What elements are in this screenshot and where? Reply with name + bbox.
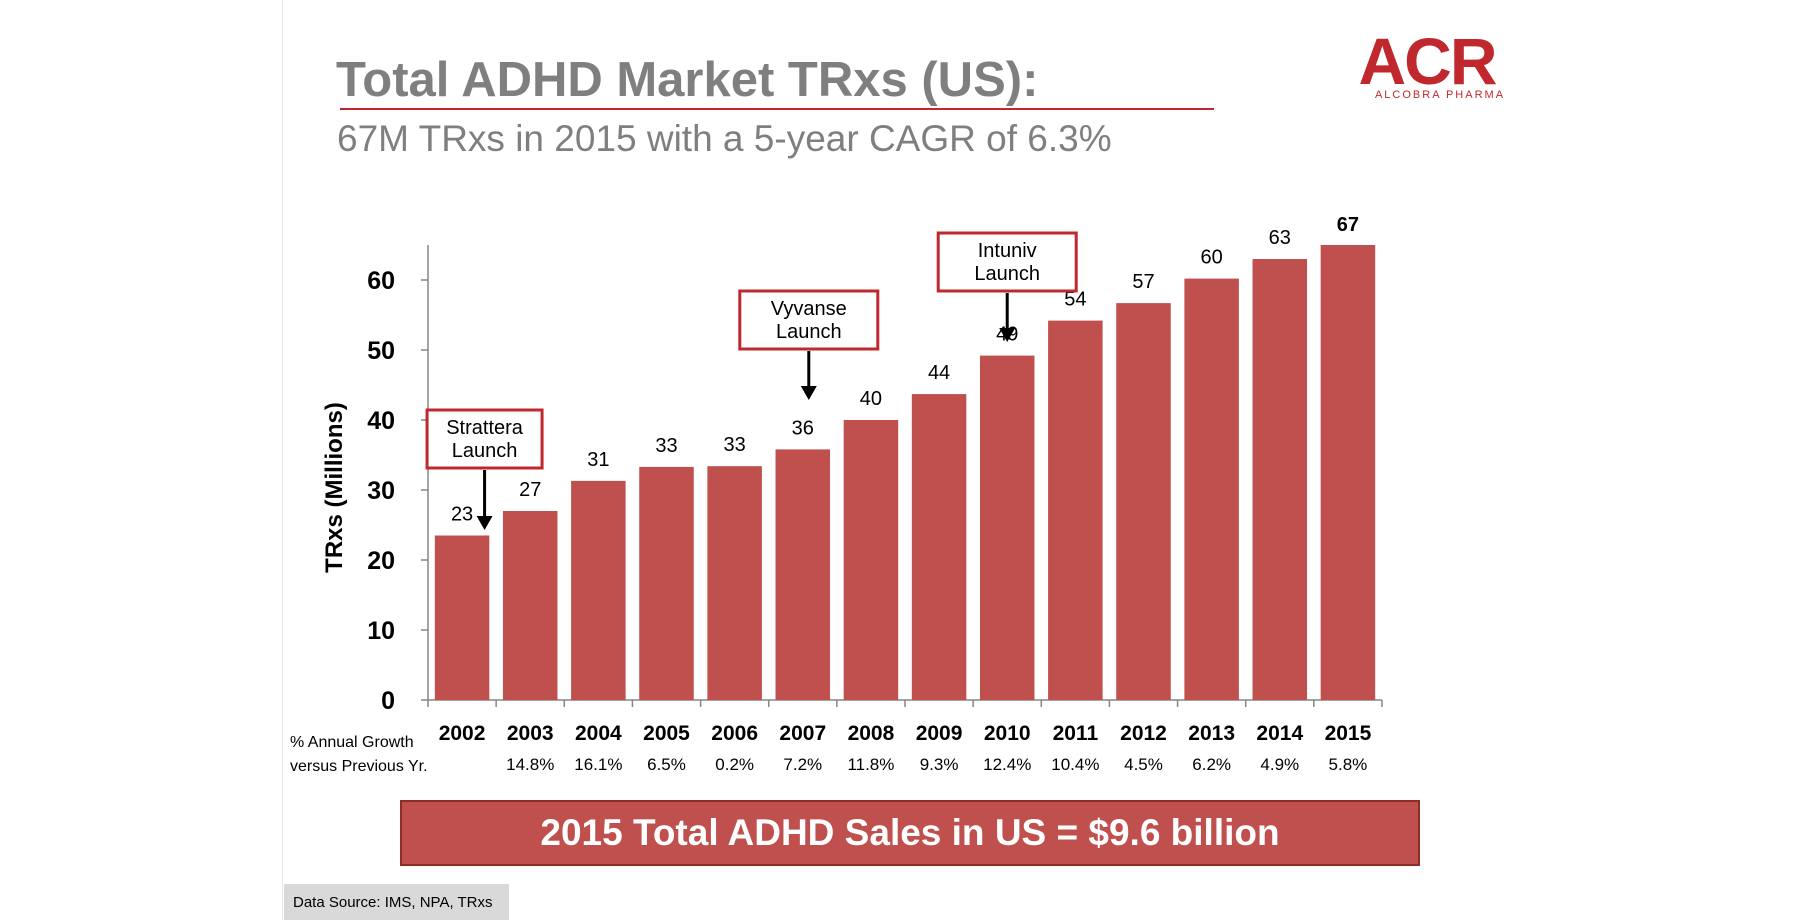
bar-2003 [502, 511, 558, 700]
data-label-2011: 54 [1064, 289, 1086, 311]
annotation-line1-2010: Intuniv [978, 240, 1037, 262]
data-label-2005: 33 [655, 435, 677, 457]
bar-2010 [979, 355, 1035, 700]
x-tick-label-2008: 2008 [848, 722, 895, 745]
data-label-2003: 27 [519, 479, 541, 501]
growth-label-2009: 9.3% [920, 755, 959, 774]
x-tick-label-2003: 2003 [507, 722, 554, 745]
x-tick-label-2010: 2010 [984, 722, 1031, 745]
x-tick-label-2015: 2015 [1325, 722, 1372, 745]
annotation-box-2002 [425, 408, 544, 470]
annotation-line2-2010: Launch [974, 263, 1040, 285]
data-label-2002: 23 [451, 504, 473, 526]
growth-label-2011: 10.4% [1051, 755, 1099, 774]
growth-label-2014: 4.9% [1260, 755, 1299, 774]
data-label-2015: 67 [1337, 214, 1359, 236]
data-label-2014: 63 [1269, 227, 1291, 249]
growth-label-2007: 7.2% [783, 755, 822, 774]
x-tick-label-2004: 2004 [575, 722, 622, 745]
sales-banner: 2015 Total ADHD Sales in US = $9.6 billi… [400, 800, 1420, 866]
acr-logo: ACR ALCOBRA PHARMA [1359, 26, 1505, 101]
data-source-note: Data Source: IMS, NPA, TRxs [284, 884, 509, 920]
x-tick-label-2011: 2011 [1053, 722, 1099, 745]
growth-label-2005: 6.5% [647, 755, 686, 774]
annotation-arrow-head-2007 [800, 386, 817, 400]
bar-2004 [571, 480, 626, 700]
y-tick-label: 0 [381, 687, 395, 715]
annotation-arrow-head-2010 [999, 328, 1016, 342]
y-tick-label: 40 [367, 407, 395, 435]
x-tick-label-2007: 2007 [779, 722, 826, 745]
x-tick-label-2009: 2009 [916, 722, 963, 745]
x-tick-label-2012: 2012 [1120, 722, 1167, 745]
growth-label-2008: 11.8% [847, 755, 894, 774]
x-tick-label-2013: 2013 [1188, 722, 1235, 745]
y-tick-label: 50 [367, 337, 395, 365]
x-tick-label-2014: 2014 [1256, 722, 1303, 745]
growth-label-2004: 16.1% [574, 755, 622, 774]
data-label-2013: 60 [1201, 247, 1223, 269]
x-tick-label-2006: 2006 [711, 722, 758, 745]
growth-label-2013: 6.2% [1192, 755, 1231, 774]
annotation-line1-2002: Strattera [446, 417, 524, 439]
annotation-line2-2007: Launch [776, 321, 842, 343]
data-label-2008: 40 [860, 388, 882, 410]
logo-subtext: ALCOBRA PHARMA [1375, 89, 1505, 101]
data-label-2009: 44 [928, 362, 950, 384]
data-label-2004: 31 [587, 449, 609, 471]
growth-label-2010: 12.4% [983, 755, 1031, 774]
bar-2012 [1116, 303, 1171, 700]
annotation-line2-2002: Launch [452, 440, 518, 462]
growth-label-2015: 5.8% [1329, 755, 1368, 774]
annotation-line1-2007: Vyvanse [771, 298, 847, 320]
bar-2013 [1184, 278, 1239, 700]
bar-2014 [1252, 259, 1308, 700]
y-axis-title: TRxs (Millions) [321, 402, 348, 573]
y-tick-label: 60 [367, 267, 395, 295]
y-tick-label: 20 [367, 547, 395, 575]
bar-2007 [775, 449, 831, 700]
growth-label-2003: 14.8% [506, 755, 554, 774]
data-label-2012: 57 [1132, 271, 1154, 293]
bar-2009 [911, 394, 967, 700]
page-subtitle: 67M TRxs in 2015 with a 5-year CAGR of 6… [337, 118, 1112, 159]
bar-2011 [1048, 320, 1103, 700]
growth-caption-line2: versus Previous Yr. [290, 758, 428, 775]
bar-2008 [843, 420, 899, 700]
annotation-box-2007 [738, 289, 880, 351]
bar-2006 [707, 466, 762, 700]
bar-2015 [1320, 245, 1376, 700]
bar-2005 [639, 466, 694, 700]
growth-label-2012: 4.5% [1124, 755, 1163, 774]
logo-text: ACR [1359, 26, 1497, 98]
page-title: Total ADHD Market TRxs (US): [336, 53, 1039, 107]
title-underline [340, 108, 1214, 110]
x-tick-label-2005: 2005 [643, 722, 690, 745]
annotation-arrow-head-2002 [476, 516, 493, 530]
growth-caption-line1: % Annual Growth [290, 734, 414, 751]
x-tick-label-2002: 2002 [439, 722, 486, 745]
annotation-box-2010 [936, 231, 1078, 293]
growth-label-2006: 0.2% [715, 755, 754, 774]
data-label-2007: 36 [792, 417, 814, 439]
bar-2002 [434, 535, 490, 700]
bar-chart: 0 10 20 30 40 50 60 TRxs (Millions) 23 2002 27 2003… [290, 214, 1383, 775]
y-tick-label: 30 [367, 477, 395, 505]
y-tick-label: 10 [367, 617, 395, 645]
data-label-2006: 33 [724, 434, 746, 456]
slide-edge-line [282, 0, 283, 920]
